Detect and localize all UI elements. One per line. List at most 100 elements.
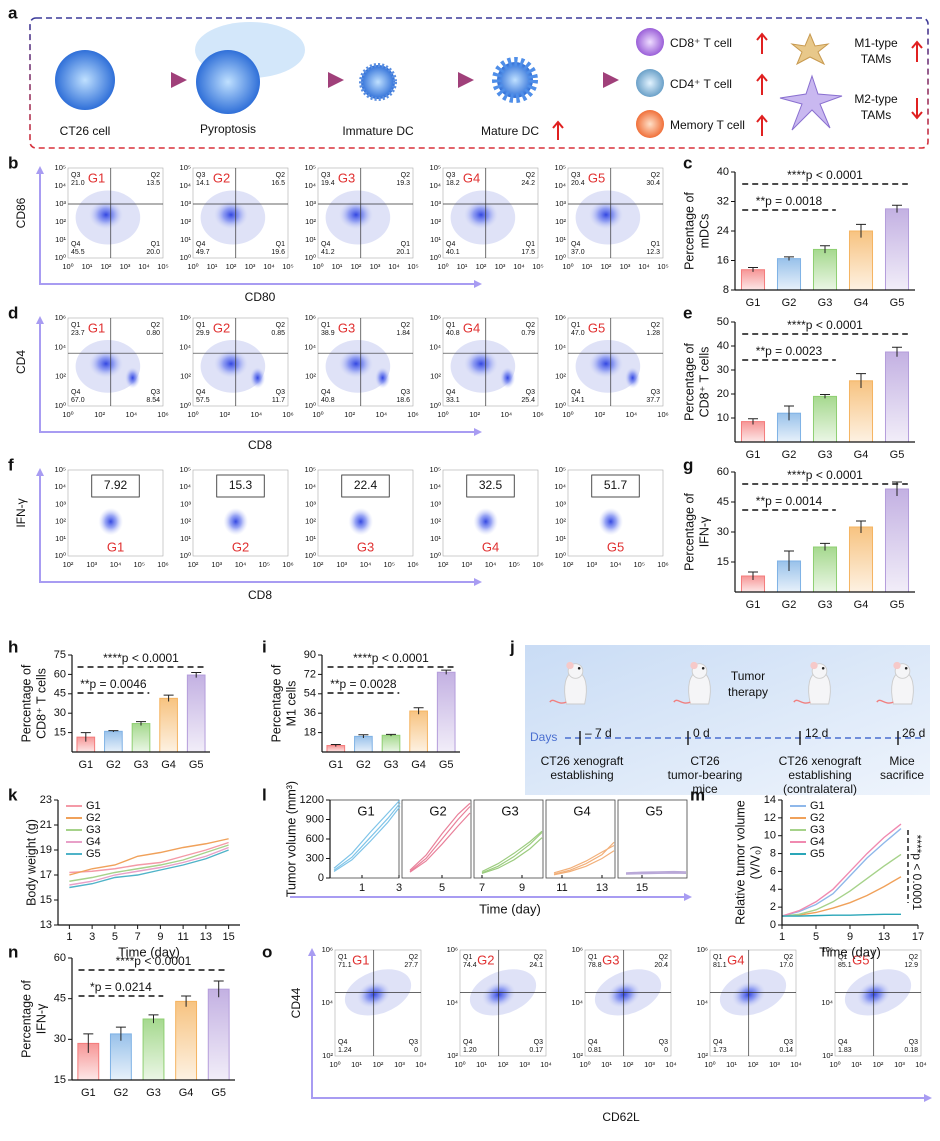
x-tick-label: 9: [519, 882, 525, 894]
y-axis-title: mDCs: [697, 214, 711, 249]
quadrant-label: Q2: [526, 172, 535, 179]
group-label: G4: [482, 539, 499, 554]
y-tick-label: 40: [717, 166, 729, 178]
quadrant-label: Q4: [713, 1039, 722, 1046]
tumor-curve: [333, 799, 401, 869]
y-tick-label: 30: [717, 364, 729, 376]
x-tick-label: 10³: [211, 560, 222, 569]
y-tick-label: 10¹: [180, 534, 191, 543]
quadrant-label: Q1: [571, 322, 580, 329]
error-bar: [784, 550, 794, 571]
quadrant-value: 19.3: [396, 180, 410, 187]
y-tick-label: 21: [40, 819, 52, 831]
x-tick-label: 5: [439, 882, 445, 894]
x-tick-label: 10⁴: [610, 560, 622, 569]
y-tick-label: 60: [54, 668, 66, 680]
y-tick-label: 0: [318, 872, 324, 884]
gate-value: 51.7: [604, 478, 628, 492]
x-tick-label: 7: [479, 882, 485, 894]
axis-title: CD8: [248, 438, 272, 452]
significance-label: **p = 0.0023: [756, 344, 823, 358]
panel-label: j: [509, 637, 515, 656]
quadrant-value: 24.1: [529, 962, 543, 969]
error-bar: [892, 346, 902, 357]
y-tick-label: 17: [40, 869, 52, 881]
quadrant-label: Q1: [588, 954, 597, 961]
y-tick-label: 90: [304, 649, 316, 661]
quadrant-label: Q3: [401, 389, 410, 396]
error-bar: [892, 204, 902, 213]
x-tick-label: 10³: [336, 560, 347, 569]
quadrant-label: Q1: [151, 241, 160, 248]
y-tick-label: 10¹: [430, 235, 441, 244]
x-tick-label: G5: [211, 1087, 226, 1099]
group-label: G3: [602, 952, 619, 967]
t-cell-label: Memory T cell: [670, 118, 745, 132]
quadrant-label: Q4: [571, 241, 580, 248]
quadrant-label: Q4: [463, 1039, 472, 1046]
y-axis-title: IFN-γ: [697, 516, 711, 547]
axis-arrow: [39, 470, 480, 583]
quadrant-value: 0: [414, 1047, 418, 1054]
tumor-curve: [409, 802, 471, 871]
error-bar: [748, 571, 758, 580]
bar: [740, 269, 766, 291]
quadrant-value: 1.28: [646, 330, 660, 337]
x-tick-label: G3: [818, 449, 833, 461]
step-label: Mature DC: [481, 124, 539, 138]
x-tick-label: G5: [890, 599, 905, 611]
axis-arrow: [311, 950, 930, 1099]
x-tick-label: 10⁵: [384, 560, 395, 569]
y-tick-label: 10³: [180, 199, 191, 208]
group-label: G1: [88, 320, 105, 335]
quadrant-label: Q1: [338, 954, 347, 961]
x-tick-label: 10⁶: [532, 410, 543, 419]
therapy-label: Tumor: [731, 669, 765, 683]
x-tick-label: 1: [359, 882, 365, 894]
ct26-cell-icon: [55, 50, 115, 110]
schematic-frame: [29, 17, 929, 149]
y-tick-label: 10³: [55, 199, 66, 208]
gate: [91, 474, 140, 498]
x-tick-label: 10¹: [601, 1060, 612, 1069]
quadrant-value: 40.8: [446, 330, 460, 337]
x-tick-label: 10¹: [726, 1060, 737, 1069]
x-tick-label: 10²: [601, 262, 612, 271]
x-tick-label: 10⁴: [110, 560, 122, 569]
density-core: [213, 349, 249, 378]
quadrant-value: 71.1: [338, 962, 352, 969]
panel-group-label: G2: [429, 803, 446, 818]
step-label: CT26 cell: [60, 124, 111, 138]
quadrant-value: 24.2: [521, 180, 535, 187]
quadrant-label: Q4: [571, 389, 580, 396]
arrow-head: [924, 1094, 932, 1102]
group-label: G2: [477, 952, 494, 967]
x-tick-label: 10¹: [582, 262, 593, 271]
y-tick-label: 10⁶: [430, 313, 441, 322]
bar: [812, 395, 838, 443]
series-line: [781, 823, 902, 917]
x-tick-label: 10⁶: [532, 560, 543, 569]
tumor-curve: [409, 812, 471, 873]
y-tick-label: 18: [304, 727, 316, 739]
y-tick-label: 30: [717, 526, 729, 538]
quadrant-label: Q1: [713, 954, 722, 961]
x-tick-label: 10⁴: [665, 1060, 677, 1069]
x-tick-label: 15: [636, 882, 648, 894]
quadrant-label: Q1: [838, 954, 847, 961]
y-tick-label: 8: [723, 284, 729, 296]
quadrant-label: Q2: [151, 322, 160, 329]
quadrant-value: 37.0: [571, 249, 585, 256]
y-tick-label: 10⁵: [555, 465, 566, 474]
group-label: G4: [463, 170, 480, 185]
arrow-head: [36, 316, 44, 324]
y-tick-label: 10⁴: [571, 998, 583, 1007]
quadrant-value: 20.0: [146, 249, 160, 256]
series-line: [69, 844, 229, 882]
error-bar: [80, 732, 91, 742]
y-tick-label: 10¹: [305, 235, 316, 244]
x-tick-label: 10⁴: [360, 560, 372, 569]
y-tick-label: 10⁴: [821, 998, 833, 1007]
mature-dc-icon: [492, 57, 538, 103]
x-tick-label: G2: [114, 1087, 129, 1099]
